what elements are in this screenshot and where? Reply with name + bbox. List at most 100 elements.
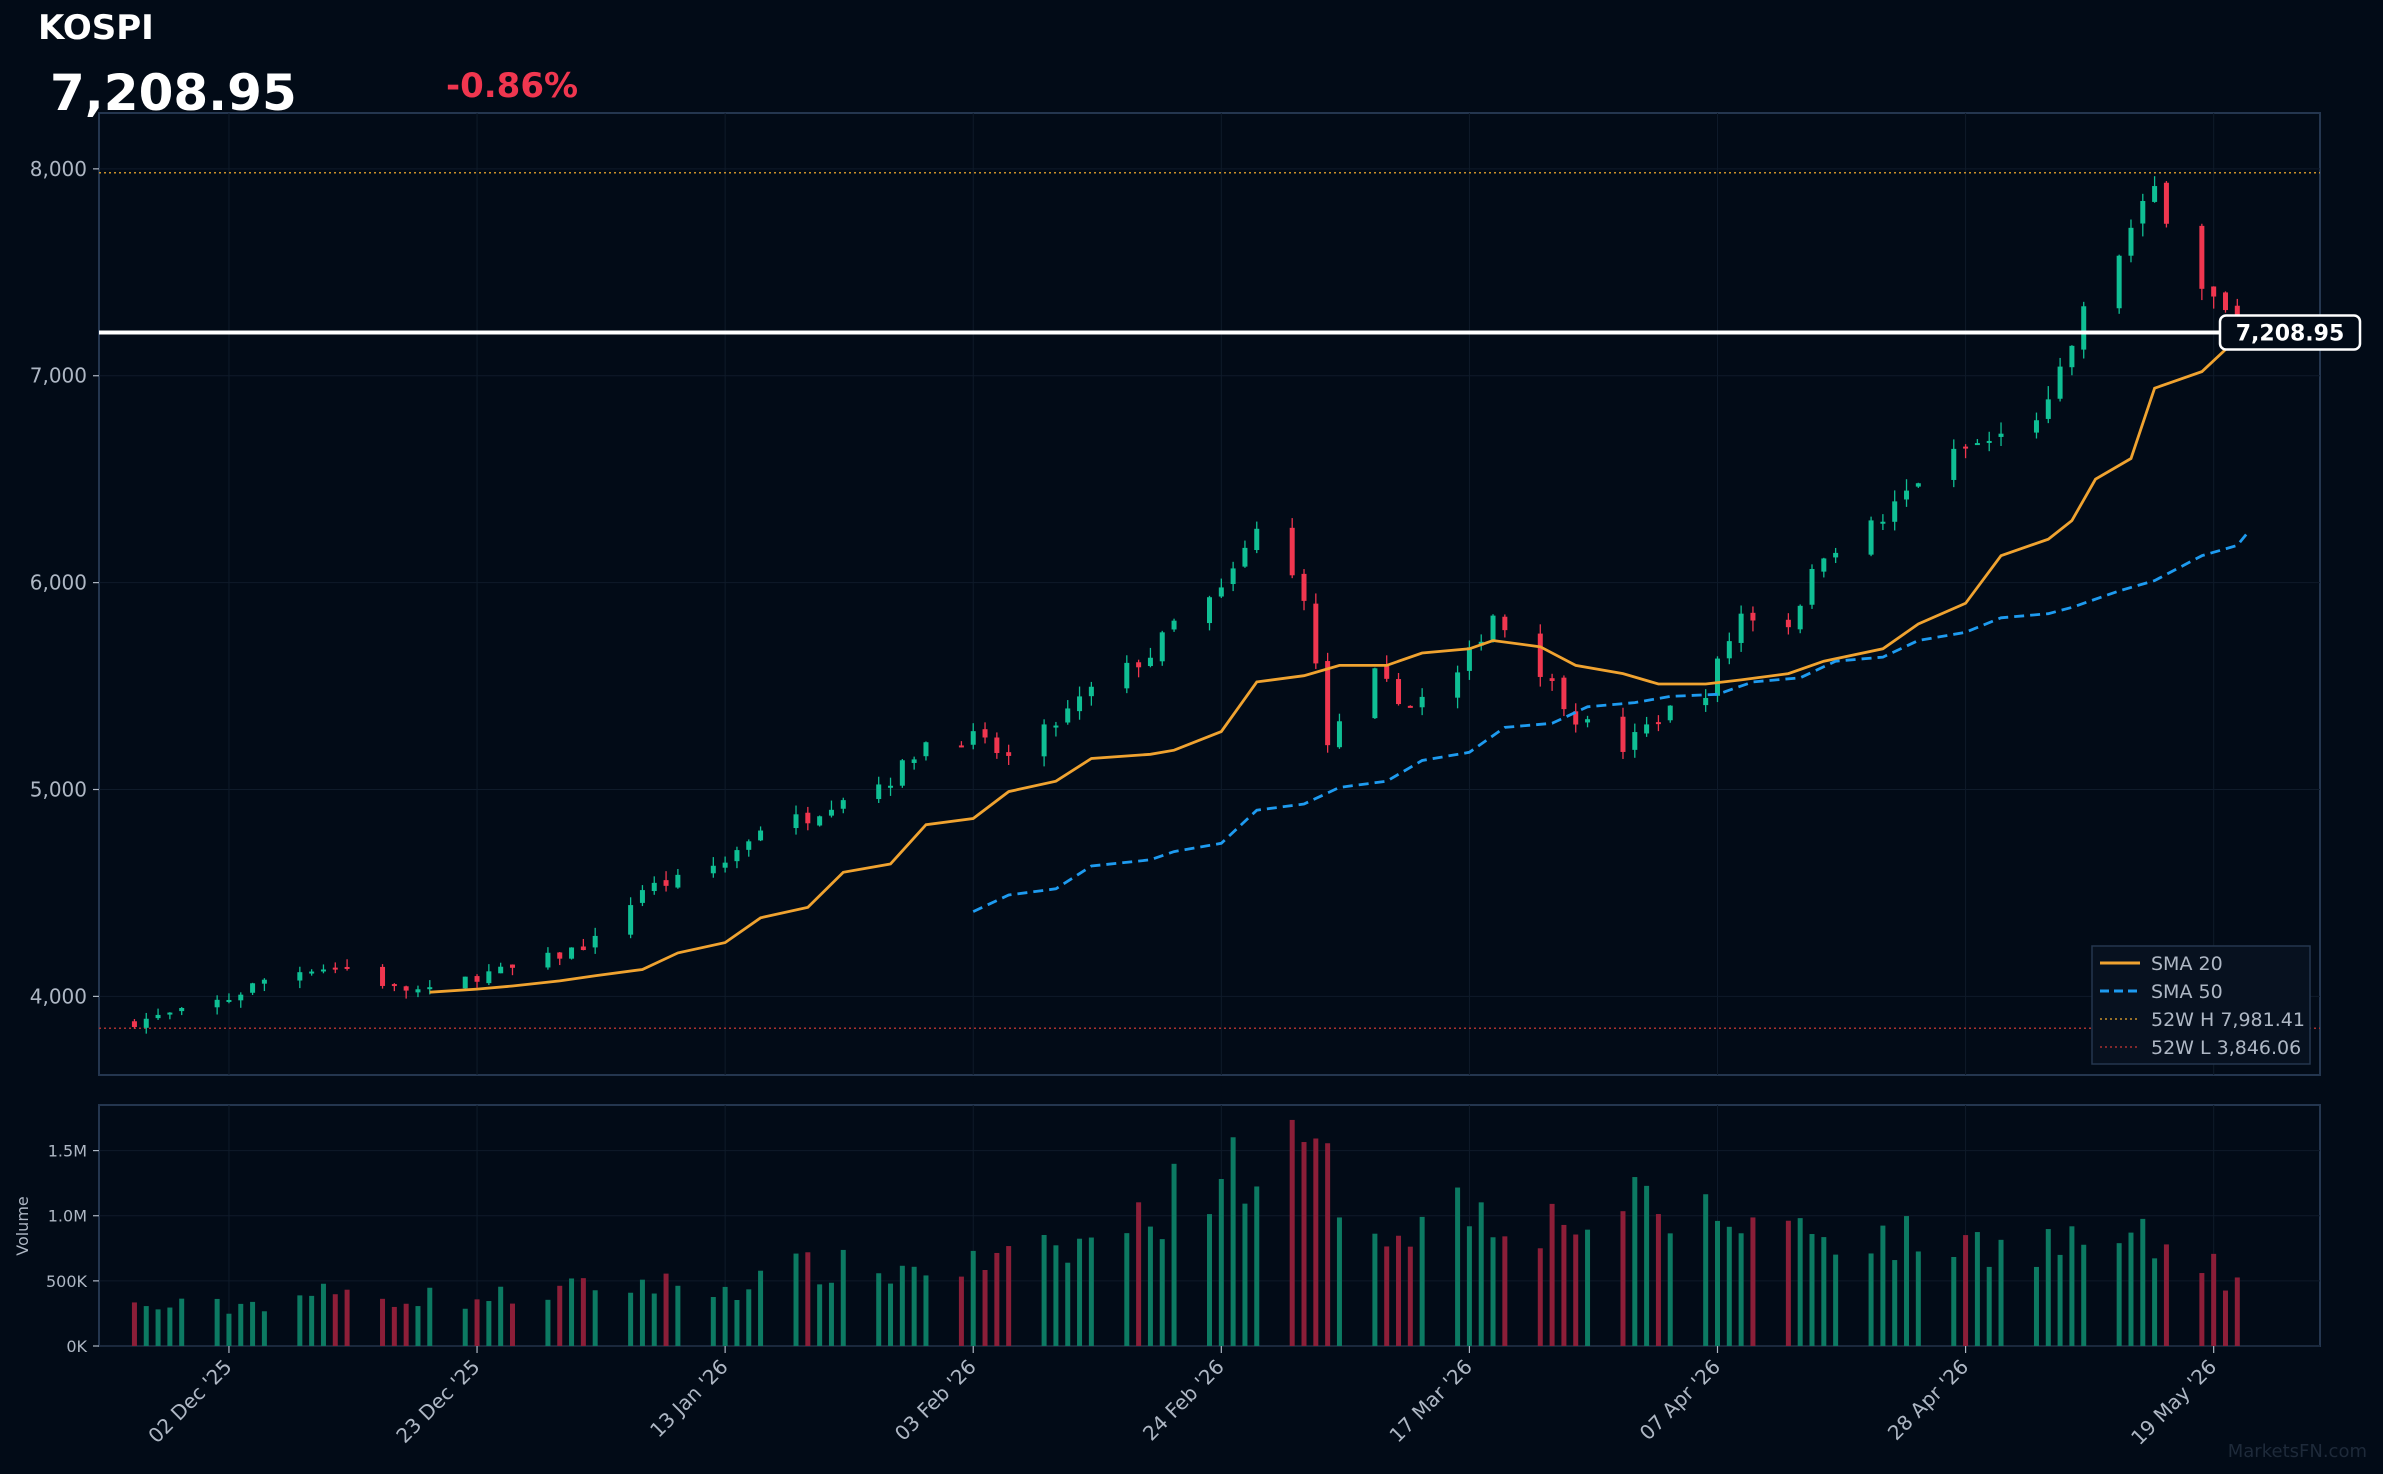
volume-bar [1124, 1233, 1130, 1346]
candle-up [1077, 696, 1083, 712]
volume-bar [2116, 1243, 2122, 1346]
candle-up [2045, 399, 2051, 419]
candle-down [131, 1021, 137, 1027]
candle-down [509, 964, 515, 968]
legend-sma50-label: SMA 50 [2151, 981, 2223, 1003]
candle-down [1407, 705, 1413, 708]
candle-up [923, 742, 929, 757]
volume-bar [462, 1308, 468, 1346]
candle-down [557, 952, 563, 959]
volume-bar [1714, 1220, 1720, 1346]
volume-bar [131, 1302, 137, 1346]
volume-bar [403, 1303, 409, 1346]
volume-bar [2234, 1277, 2240, 1346]
volume-bar [982, 1269, 988, 1346]
candle-up [1868, 520, 1874, 555]
candle-up [876, 784, 882, 800]
candle-up [2069, 345, 2075, 368]
volume-bar [1833, 1254, 1839, 1346]
last-price-marker: 7,208.95 [99, 314, 2362, 351]
candle-up [1632, 732, 1638, 750]
candles [131, 176, 2240, 1034]
volume-bar [498, 1286, 504, 1346]
volume-bar [1632, 1177, 1638, 1346]
candle-up [888, 785, 894, 788]
candle-down [1537, 633, 1543, 677]
legend-52w-high-label: 52W H 7,981.41 [2151, 1009, 2305, 1031]
volume-bar [1915, 1251, 1921, 1346]
volume-bar [1726, 1226, 1732, 1346]
volume-bar [710, 1297, 716, 1346]
volume-bar [805, 1252, 811, 1346]
volume-bar [143, 1306, 149, 1346]
volume-bar [1289, 1119, 1295, 1346]
candle-up [2128, 227, 2134, 256]
candle-down [2222, 292, 2228, 311]
candle-up [1336, 721, 1342, 748]
volume-bar [1644, 1185, 1650, 1346]
candle-up [1230, 568, 1236, 585]
candle-up [639, 890, 645, 903]
volume-bar [415, 1306, 421, 1346]
candle-down [1785, 619, 1791, 628]
volume-bar [1785, 1220, 1791, 1346]
volume-bar [1230, 1137, 1236, 1346]
legend-52w-low-label: 52W L 3,846.06 [2151, 1037, 2301, 1059]
legend-box [2091, 945, 2311, 1065]
volume-bar [1585, 1229, 1591, 1346]
candle-down [1750, 612, 1756, 621]
volume-bar [1998, 1239, 2004, 1346]
volume-bar [391, 1306, 397, 1346]
candle-up [1065, 708, 1071, 723]
volume-bar [380, 1298, 386, 1346]
candle-up [569, 947, 575, 959]
volume-bar [1667, 1233, 1673, 1346]
candle-down [332, 967, 338, 970]
volume-bar [628, 1292, 634, 1346]
candle-up [970, 731, 976, 745]
volume-bar [1384, 1246, 1390, 1346]
candle-down [1384, 665, 1390, 679]
volume-bar [474, 1299, 480, 1346]
volume-bar [793, 1253, 799, 1346]
volume-bar [427, 1287, 433, 1346]
volume-bar [1549, 1203, 1555, 1346]
volume-bar [1821, 1237, 1827, 1346]
legend-sma20-label: SMA 20 [2151, 953, 2223, 975]
volume-bar [309, 1295, 315, 1346]
volume-bar [2140, 1218, 2146, 1346]
candle-down [380, 966, 386, 986]
candle-up [1218, 587, 1224, 597]
volume-axis-label: Volume [13, 1196, 32, 1256]
candle-up [2140, 200, 2146, 224]
x-tick-label: 02 Dec '25 [143, 1355, 236, 1448]
volume-bar [2033, 1266, 2039, 1346]
candle-up [1419, 696, 1425, 708]
volume-bar [1478, 1202, 1484, 1346]
volume-bars [131, 1119, 2240, 1346]
volume-bar [557, 1285, 563, 1346]
last-price-label: 7,208.95 [2236, 322, 2345, 347]
volume-bar [758, 1270, 764, 1346]
candle-up [1053, 725, 1059, 728]
candle-down [1549, 678, 1555, 681]
volume-bar [2081, 1244, 2087, 1346]
candle-up [828, 809, 834, 816]
candle-down [1963, 446, 1969, 449]
volume-bar [2057, 1254, 2063, 1346]
volume-bar [817, 1284, 823, 1346]
volume-bar [1809, 1234, 1815, 1346]
last-price-label-box [2218, 314, 2362, 351]
candle-down [663, 880, 669, 886]
volume-bar [2045, 1229, 2051, 1346]
price-panel-frame [98, 112, 2321, 1076]
candle-up [1974, 443, 1980, 446]
candle-up [710, 865, 716, 874]
volume-bar [1077, 1238, 1083, 1346]
candle-up [899, 760, 905, 786]
price-y-tick-label: 6,000 [30, 571, 87, 595]
volume-bar [2222, 1290, 2228, 1346]
volume-bar [911, 1266, 917, 1346]
candle-up [1951, 448, 1957, 480]
candle-up [214, 999, 220, 1008]
